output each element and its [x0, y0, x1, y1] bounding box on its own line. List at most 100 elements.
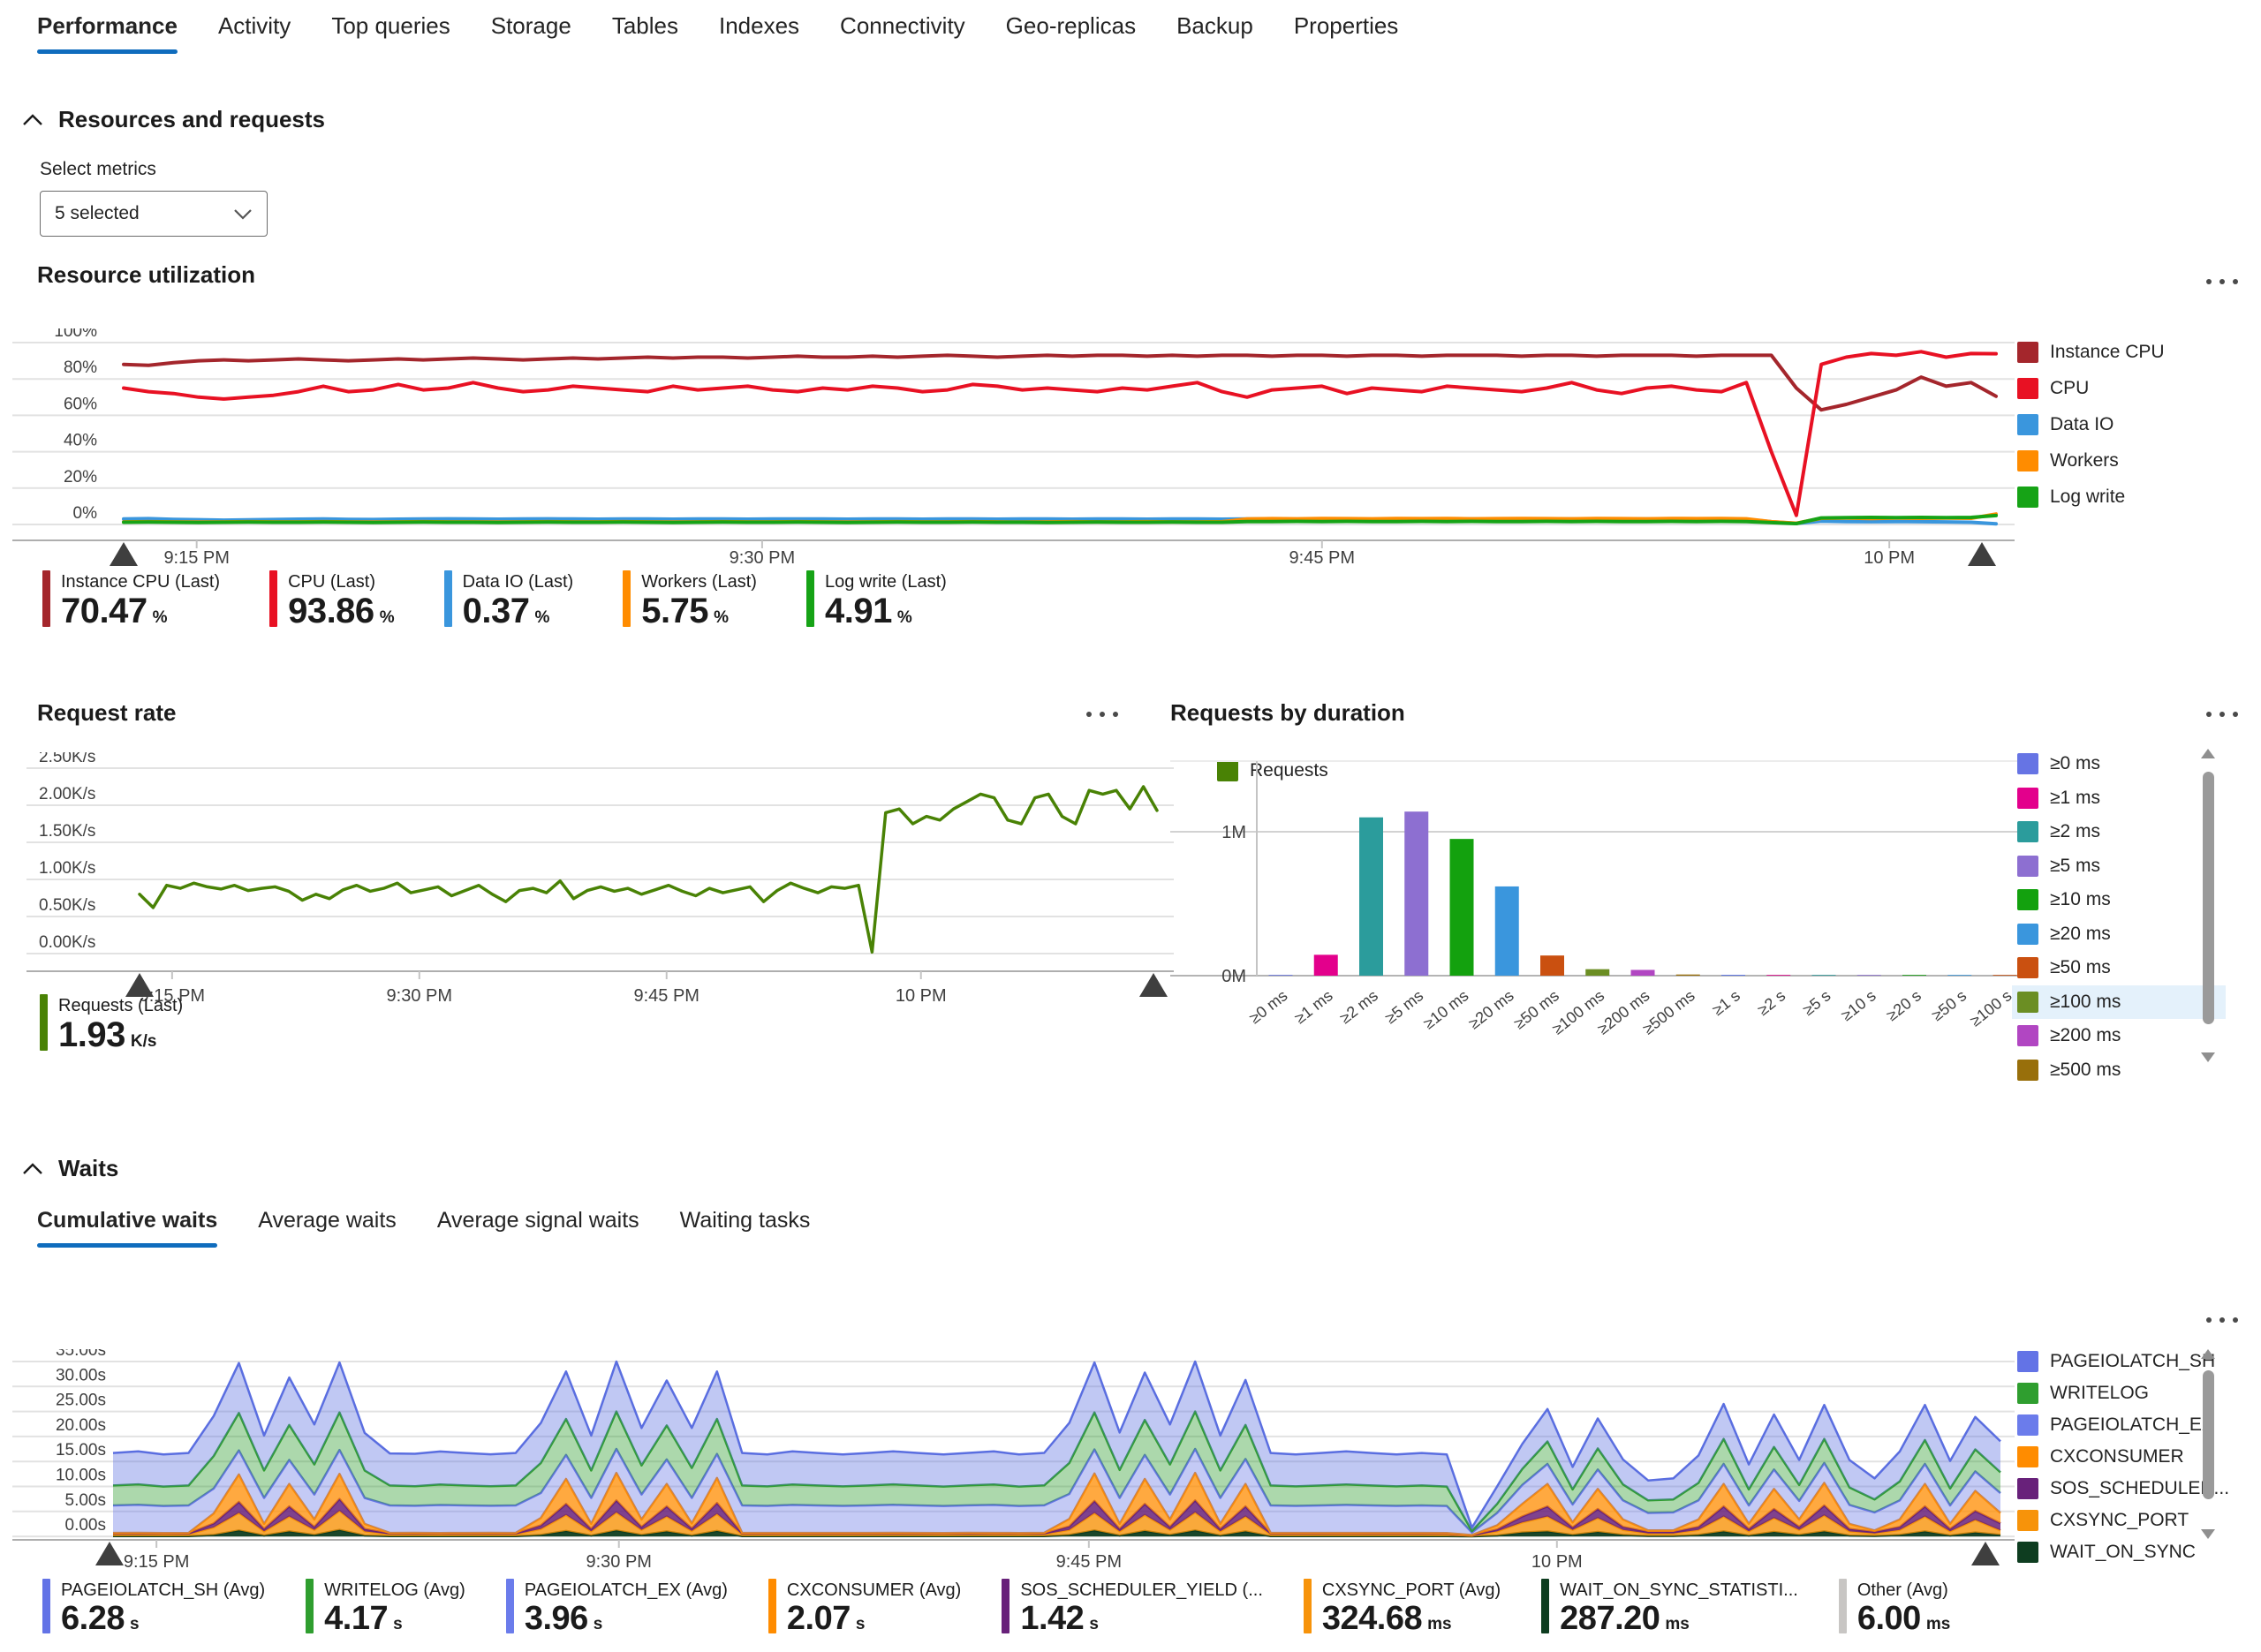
- legend-item-log-write[interactable]: Log write: [2012, 479, 2174, 515]
- bar-2-s[interactable]: [1766, 975, 1791, 976]
- legend-item-2-ms[interactable]: ≥2 ms: [2012, 815, 2226, 849]
- x-axis-label: ≥10 s: [1838, 986, 1879, 1024]
- legend-item-5-ms[interactable]: ≥5 ms: [2012, 849, 2226, 884]
- legend-item-requests[interactable]: Requests: [1212, 752, 1337, 788]
- bar-20-s[interactable]: [1902, 975, 1926, 976]
- select-metrics-dropdown[interactable]: 5 selected: [40, 191, 268, 237]
- legend-item-sos-scheduler[interactable]: SOS_SCHEDULER...: [2012, 1473, 2238, 1505]
- legend-item-1-ms[interactable]: ≥1 ms: [2012, 781, 2226, 816]
- series-line-instance-cpu: [122, 353, 1998, 412]
- tab-cumulative-waits[interactable]: Cumulative waits: [37, 1208, 218, 1248]
- tab-storage[interactable]: Storage: [491, 12, 571, 54]
- metric-unit: s: [593, 1615, 603, 1633]
- requests-by-duration-more-options-icon[interactable]: [2199, 705, 2245, 724]
- chevron-up-icon[interactable]: [21, 1162, 44, 1176]
- time-range-handle-left[interactable]: [125, 973, 154, 997]
- legend-item-20-ms[interactable]: ≥20 ms: [2012, 917, 2226, 952]
- tab-properties[interactable]: Properties: [1294, 12, 1399, 54]
- legend-item-500-ms[interactable]: ≥500 ms: [2012, 1053, 2226, 1088]
- legend-item-cxconsumer[interactable]: CXCONSUMER: [2012, 1441, 2238, 1473]
- legend-item-pageiolatch-sh[interactable]: PAGEIOLATCH_SH: [2012, 1346, 2238, 1377]
- bar-200-ms[interactable]: [1630, 969, 1655, 976]
- legend-item-data-io[interactable]: Data IO: [2012, 406, 2174, 442]
- bar-20-ms[interactable]: [1494, 886, 1519, 976]
- tab-backup[interactable]: Backup: [1176, 12, 1253, 54]
- metric-color-bar: [306, 1579, 314, 1633]
- tab-average-waits[interactable]: Average waits: [258, 1208, 397, 1248]
- bar-2-ms[interactable]: [1359, 817, 1383, 976]
- resource-utilization-more-options-icon[interactable]: [2199, 272, 2245, 291]
- scroll-down-icon[interactable]: [2201, 1529, 2215, 1539]
- legend-item-cxsync-port[interactable]: CXSYNC_PORT: [2012, 1505, 2238, 1536]
- x-axis-label: ≥0 ms: [1246, 986, 1291, 1027]
- metric-tile-body: PAGEIOLATCH_SH (Avg) 6.28 s: [61, 1579, 265, 1637]
- metric-tile-log-write-last: Log write (Last) 4.91%: [805, 570, 947, 630]
- metric-unit: %: [534, 608, 550, 627]
- legend-scrollbar[interactable]: [2201, 749, 2215, 1062]
- bar-1-ms[interactable]: [1313, 954, 1338, 976]
- scroll-up-icon[interactable]: [2201, 1349, 2215, 1359]
- legend-swatch: [2017, 1351, 2038, 1372]
- metric-value-row: 2.07 s: [787, 1600, 961, 1637]
- metric-tile-pageiolatch-sh-avg: PAGEIOLATCH_SH (Avg) 6.28 s: [42, 1579, 265, 1637]
- legend-item-50-ms[interactable]: ≥50 ms: [2012, 951, 2226, 985]
- y-axis-label: 30.00s: [56, 1366, 106, 1384]
- tab-waiting-tasks[interactable]: Waiting tasks: [680, 1208, 811, 1248]
- scrollbar-thumb[interactable]: [2202, 772, 2214, 1024]
- legend-item-0-ms[interactable]: ≥0 ms: [2012, 747, 2226, 781]
- legend-item-cpu[interactable]: CPU: [2012, 370, 2174, 406]
- legend-item-writelog[interactable]: WRITELOG: [2012, 1377, 2238, 1409]
- legend-item-wait-on-sync[interactable]: WAIT_ON_SYNC: [2012, 1536, 2238, 1568]
- scroll-down-icon[interactable]: [2201, 1052, 2215, 1062]
- x-axis-label: 9:15 PM: [124, 1552, 189, 1572]
- request-rate-more-options-icon[interactable]: [1079, 705, 1125, 724]
- bar-10-ms[interactable]: [1449, 839, 1474, 976]
- legend-item-pageiolatch-ex[interactable]: PAGEIOLATCH_EX: [2012, 1409, 2238, 1441]
- time-range-handle-left[interactable]: [110, 542, 138, 566]
- tab-connectivity[interactable]: Connectivity: [840, 12, 965, 54]
- tab-tables[interactable]: Tables: [612, 12, 678, 54]
- bar-50-s[interactable]: [1947, 975, 1972, 976]
- tab-label: Geo-replicas: [1005, 12, 1137, 39]
- scrollbar-thumb[interactable]: [2202, 1370, 2214, 1499]
- tab-indexes[interactable]: Indexes: [719, 12, 799, 54]
- legend-item-10-ms[interactable]: ≥10 ms: [2012, 883, 2226, 917]
- time-range-handle-right[interactable]: [1968, 542, 1996, 566]
- time-range-handle-right[interactable]: [1971, 1542, 2000, 1565]
- bar-5-s[interactable]: [1811, 975, 1836, 976]
- tab-performance[interactable]: Performance: [37, 12, 178, 54]
- bar-500-ms[interactable]: [1675, 974, 1700, 976]
- legend-scrollbar[interactable]: [2201, 1349, 2215, 1539]
- chevron-up-icon[interactable]: [21, 113, 44, 127]
- waits-more-options-icon[interactable]: [2199, 1310, 2245, 1330]
- legend-swatch: [2017, 1542, 2038, 1563]
- legend-item-workers[interactable]: Workers: [2012, 442, 2174, 479]
- metric-label: WAIT_ON_SYNC_STATISTI...: [1560, 1580, 1798, 1600]
- metric-label: PAGEIOLATCH_SH (Avg): [61, 1580, 266, 1600]
- time-range-handle-right[interactable]: [1139, 973, 1168, 997]
- metric-label: WRITELOG (Avg): [324, 1580, 465, 1600]
- legend-label: WAIT_ON_SYNC: [2050, 1542, 2196, 1562]
- bar-1-s[interactable]: [1721, 975, 1745, 976]
- legend-item-100-ms[interactable]: ≥100 ms: [2012, 984, 2226, 1019]
- tab-average-signal-waits[interactable]: Average signal waits: [437, 1208, 639, 1248]
- bar-0-ms[interactable]: [1268, 975, 1293, 976]
- tab-activity[interactable]: Activity: [218, 12, 291, 54]
- metric-unit: K/s: [130, 1032, 157, 1051]
- metric-unit: s: [129, 1615, 140, 1633]
- tab-top-queries[interactable]: Top queries: [331, 12, 450, 54]
- bar-5-ms[interactable]: [1404, 811, 1429, 976]
- legend-item-instance-cpu[interactable]: Instance CPU: [2012, 334, 2174, 370]
- bar-100-s[interactable]: [1993, 975, 2017, 976]
- scroll-up-icon[interactable]: [2201, 749, 2215, 758]
- legend-item-200-ms[interactable]: ≥200 ms: [2012, 1019, 2226, 1053]
- bar-50-ms[interactable]: [1540, 955, 1564, 976]
- tab-geo-replicas[interactable]: Geo-replicas: [1006, 12, 1136, 54]
- bar-10-s[interactable]: [1856, 975, 1881, 976]
- series-line-log-write: [122, 513, 1998, 525]
- time-range-handle-left[interactable]: [95, 1542, 124, 1565]
- bar-100-ms[interactable]: [1585, 969, 1610, 976]
- metric-value: 6.28: [61, 1600, 125, 1637]
- tab-label: Average waits: [258, 1208, 397, 1233]
- x-axis-label: ≥100 s: [1967, 986, 2015, 1030]
